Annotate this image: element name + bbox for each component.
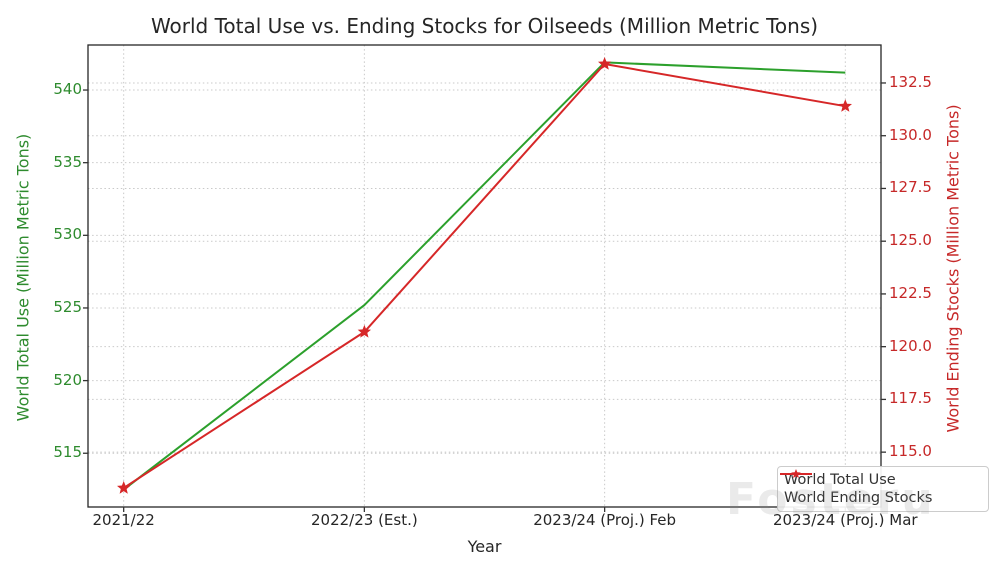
right-tick-label: 120.0 (889, 336, 932, 355)
axes-spines (87, 44, 882, 508)
legend-star-marker (791, 469, 801, 478)
legend-line-sample (780, 469, 812, 478)
left-tick-label: 515 (53, 443, 82, 462)
series-line-world-ending-stocks (123, 63, 846, 489)
x-tick-label: 2023/24 (Proj.) Feb (533, 511, 677, 529)
right-tick-label: 125.0 (889, 231, 932, 250)
x-tick-label: 2023/24 (Proj.) Mar (773, 511, 918, 529)
right-tick-label: 122.5 (889, 283, 932, 302)
legend-label: World Total Use (784, 471, 896, 488)
left-tick-label: 530 (53, 225, 82, 244)
series-line-world-total-use (123, 61, 846, 491)
right-tick-label: 127.5 (889, 178, 932, 197)
legend-label: World Ending Stocks (784, 490, 933, 507)
legend-entry: World Ending Stocks (780, 469, 982, 507)
x-axis-label: Year (467, 537, 502, 556)
left-tick-label: 535 (53, 152, 82, 171)
right-tick-label: 132.5 (889, 72, 932, 91)
left-tick-label: 525 (53, 297, 82, 316)
left-tick-label: 540 (53, 80, 82, 99)
legend: World Total Use World Ending Stocks (777, 466, 989, 512)
right-axis-label: World Ending Stocks (Million Metric Tons… (943, 104, 963, 433)
star-marker (357, 324, 371, 338)
x-tick-label: 2022/23 (Est.) (310, 511, 418, 529)
right-tick-label: 117.5 (889, 389, 932, 408)
x-tick-label: 2021/22 (92, 511, 155, 529)
chart-title: World Total Use vs. Ending Stocks for Oi… (150, 14, 819, 38)
right-tick-label: 115.0 (889, 442, 932, 461)
right-tick-label: 130.0 (889, 125, 932, 144)
star-marker (838, 99, 852, 112)
star-marker (117, 481, 131, 494)
star-marker (598, 57, 612, 70)
left-tick-label: 520 (53, 370, 82, 389)
